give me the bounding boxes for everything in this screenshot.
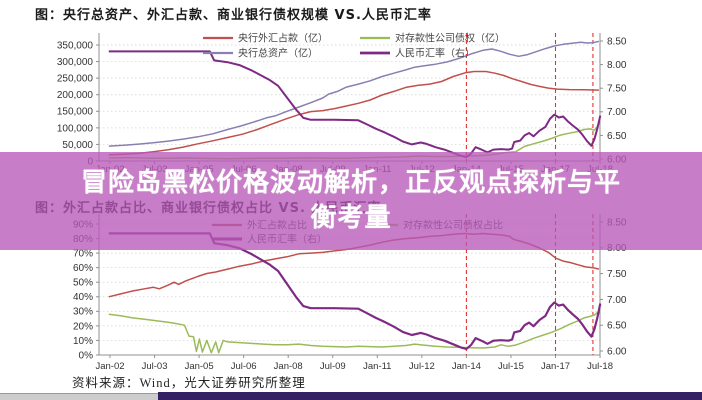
x-axis-tick-label: Jul-18 <box>587 361 613 372</box>
overlay-title-line-2: 衡考量 <box>310 203 392 233</box>
source-note: 资料来源：Wind，光大证券研究所整理 <box>72 376 306 390</box>
right-axis-tick-label: 8.50 <box>607 36 627 47</box>
left-axis-tick-label: 30% <box>73 307 93 318</box>
x-axis-tick-label: Jul-06 <box>231 361 257 372</box>
footer-bar-gray <box>0 393 158 400</box>
series-line-0-1 <box>108 40 600 147</box>
left-axis-tick-label: 150,000 <box>57 107 94 118</box>
left-axis-tick-label: 50,000 <box>62 140 93 151</box>
right-axis-tick-label: 7.50 <box>607 84 627 95</box>
chart1-title: 图：央行总资产、外汇占款、商业银行债权规模 VS.人民币汇率 <box>35 8 432 23</box>
x-axis-tick-label: Jan-05 <box>185 361 214 372</box>
legend-label: 央行外汇占款（亿） <box>238 32 328 45</box>
series-line-0-0 <box>108 70 599 156</box>
left-axis-tick-label: 300,000 <box>57 57 94 68</box>
x-axis-tick-label: Jul-09 <box>320 361 346 372</box>
left-axis-tick-label: 100,000 <box>57 123 94 134</box>
left-axis-tick-label: 50% <box>73 278 93 289</box>
x-axis-tick-label: Jul-03 <box>142 361 168 372</box>
right-axis-tick-label: 6.00 <box>607 346 627 357</box>
left-axis-tick-label: 40% <box>73 292 93 303</box>
right-axis-tick-label: 8.00 <box>607 60 627 71</box>
footer-bar-purple <box>158 392 702 400</box>
left-axis-tick-label: 20% <box>73 321 93 332</box>
right-axis-tick-label: 7.00 <box>607 295 627 306</box>
legend-label: 央行总资产（亿） <box>238 47 318 60</box>
left-axis-tick-label: 200,000 <box>57 90 94 101</box>
overlay-banner: 冒险岛黑松价格波动解析，正反观点探析与平 衡考量 <box>0 152 702 250</box>
x-axis-tick-label: Jan-02 <box>95 361 124 372</box>
x-axis-tick-label: Jan-11 <box>363 361 391 372</box>
overlay-title-line-1: 冒险岛黑松价格波动解析，正反观点探析与平 <box>80 168 621 198</box>
x-axis-tick-label: Jan-08 <box>274 361 303 372</box>
legend-label: 对存款性公司债权（亿） <box>395 32 505 45</box>
left-axis-tick-label: 10% <box>73 336 93 347</box>
series-line-1-1 <box>108 310 600 354</box>
left-axis-tick-label: 60% <box>73 263 93 274</box>
left-axis-tick-label: 250,000 <box>57 74 94 85</box>
series-line-1-2 <box>108 232 602 350</box>
x-axis-tick-label: Jan-14 <box>452 361 481 372</box>
legend-label: 人民币汇率（右） <box>395 47 475 60</box>
right-axis-tick-label: 7.50 <box>607 269 627 280</box>
x-axis-tick-label: Jan-17 <box>541 361 570 372</box>
left-axis-tick-label: 350,000 <box>57 40 94 51</box>
right-axis-tick-label: 6.50 <box>607 131 627 142</box>
right-axis-tick-label: 6.50 <box>607 321 627 332</box>
x-axis-tick-label: Jul-12 <box>409 361 435 372</box>
left-axis-tick-label: 70% <box>73 249 93 260</box>
left-axis-tick-label: 0% <box>79 350 94 361</box>
right-axis-tick-label: 7.00 <box>607 107 627 118</box>
x-axis-tick-label: Jul-15 <box>498 361 524 372</box>
